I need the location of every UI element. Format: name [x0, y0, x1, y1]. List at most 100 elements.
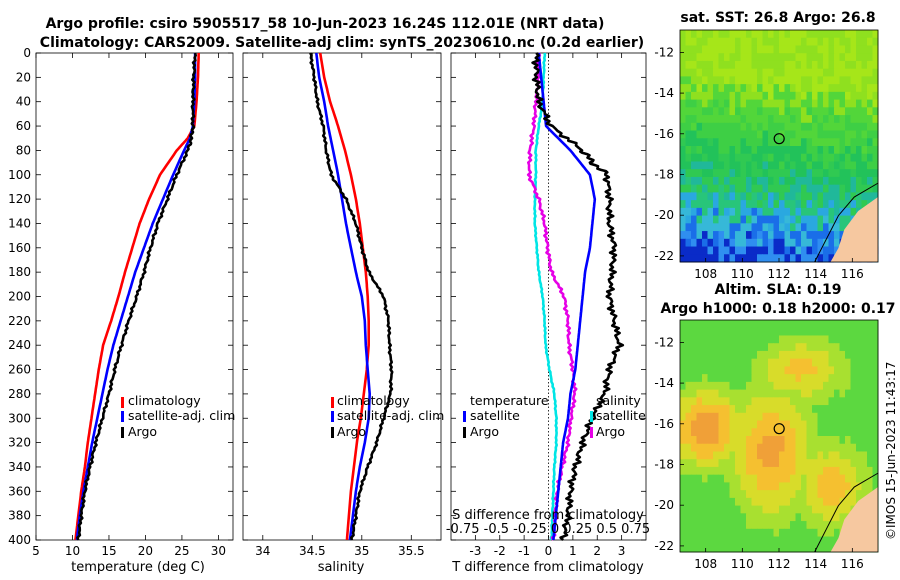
map-cell: [729, 207, 736, 217]
map-cell: [729, 320, 736, 329]
map-cell: [839, 223, 846, 232]
map-cell: [845, 466, 851, 476]
map-cell: [713, 474, 719, 483]
map-cell: [828, 405, 835, 414]
map-cell: [801, 146, 807, 155]
map-cell: [779, 397, 785, 406]
map-cell: [724, 215, 730, 224]
map-cell: [867, 405, 873, 414]
map-cell: [828, 350, 835, 360]
map-cell: [795, 335, 802, 344]
map-cell: [817, 84, 824, 93]
map-cell: [839, 107, 846, 116]
map-cell: [806, 84, 813, 93]
map-cell: [779, 207, 785, 217]
map-cell: [806, 91, 813, 101]
map-cell: [740, 335, 747, 344]
map-cell: [718, 528, 725, 538]
map-cell: [768, 45, 774, 54]
map-cell: [812, 246, 818, 255]
map-cell: [828, 389, 835, 398]
map-cell: [839, 474, 846, 483]
map-cell: [680, 91, 686, 101]
map-cell: [839, 490, 846, 499]
map-cell: [713, 200, 719, 209]
map-cell: [845, 358, 851, 367]
map-cell: [740, 138, 747, 147]
map-cell: [779, 505, 785, 514]
map-cell: [867, 436, 873, 445]
x-tick-label: 112: [768, 557, 791, 571]
map-cell: [784, 536, 791, 545]
map-cell: [740, 497, 747, 507]
map-cell: [850, 60, 857, 70]
map-cell: [746, 115, 752, 124]
map-cell: [773, 405, 780, 414]
map-cell: [735, 428, 741, 437]
map-cell: [872, 153, 879, 162]
map-cell: [867, 184, 873, 193]
map-cell: [773, 122, 780, 132]
map-cell: [691, 184, 697, 193]
map-cell: [839, 335, 846, 344]
map-cell: [707, 343, 714, 352]
map-cell: [828, 99, 835, 108]
map-cell: [702, 350, 708, 360]
map-cell: [773, 223, 780, 232]
map-cell: [729, 381, 736, 391]
map-cell: [812, 215, 818, 224]
map-cell: [740, 343, 747, 352]
map-cell: [735, 389, 741, 398]
map-cell: [795, 482, 802, 491]
map-cell: [746, 436, 752, 445]
map-cell: [696, 200, 703, 209]
map-cell: [762, 343, 769, 352]
legend-t-satellite-swatch: [463, 411, 466, 422]
map-cell: [834, 146, 840, 155]
map-cell: [801, 91, 807, 101]
map-cell: [762, 76, 769, 85]
map-cell: [806, 428, 813, 437]
map-cell: [707, 436, 714, 445]
map-cell: [839, 231, 846, 240]
map-cell: [806, 107, 813, 116]
map-cell: [839, 436, 846, 445]
map-cell: [850, 130, 857, 139]
map-cell: [784, 207, 791, 217]
y-tick-label: 240: [8, 338, 31, 352]
map-cell: [790, 428, 796, 437]
map-cell: [806, 521, 813, 530]
map-cell: [762, 320, 769, 329]
map-cell: [696, 358, 703, 367]
map-cell: [707, 521, 714, 530]
map-cell: [746, 389, 752, 398]
map-cell: [839, 451, 846, 460]
map-cell: [856, 91, 862, 101]
map-cell: [702, 122, 708, 132]
map-cell: [850, 122, 857, 132]
map-cell: [845, 76, 851, 85]
map-cell: [790, 536, 796, 545]
map-cell: [773, 169, 780, 178]
map-cell: [795, 412, 802, 422]
map-cell: [795, 320, 802, 329]
map-cell: [740, 76, 747, 85]
map-cell: [680, 200, 686, 209]
map-cell: [696, 60, 703, 70]
map-cell: [856, 350, 862, 360]
map-cell: [768, 76, 774, 85]
map-cell: [680, 238, 686, 248]
map-cell: [861, 138, 868, 147]
map-cell: [740, 99, 747, 108]
main-title-line2: Climatology: CARS2009. Satellite-adj cli…: [40, 35, 644, 51]
map-cell: [707, 389, 714, 398]
map-cell: [685, 350, 692, 360]
map-cell: [702, 505, 708, 514]
map-cell: [790, 374, 796, 383]
map-cell: [707, 490, 714, 499]
map-cell: [762, 397, 769, 406]
map-cell: [839, 91, 846, 101]
map-cell: [691, 528, 697, 538]
map-cell: [790, 397, 796, 406]
map-cell: [724, 60, 730, 70]
